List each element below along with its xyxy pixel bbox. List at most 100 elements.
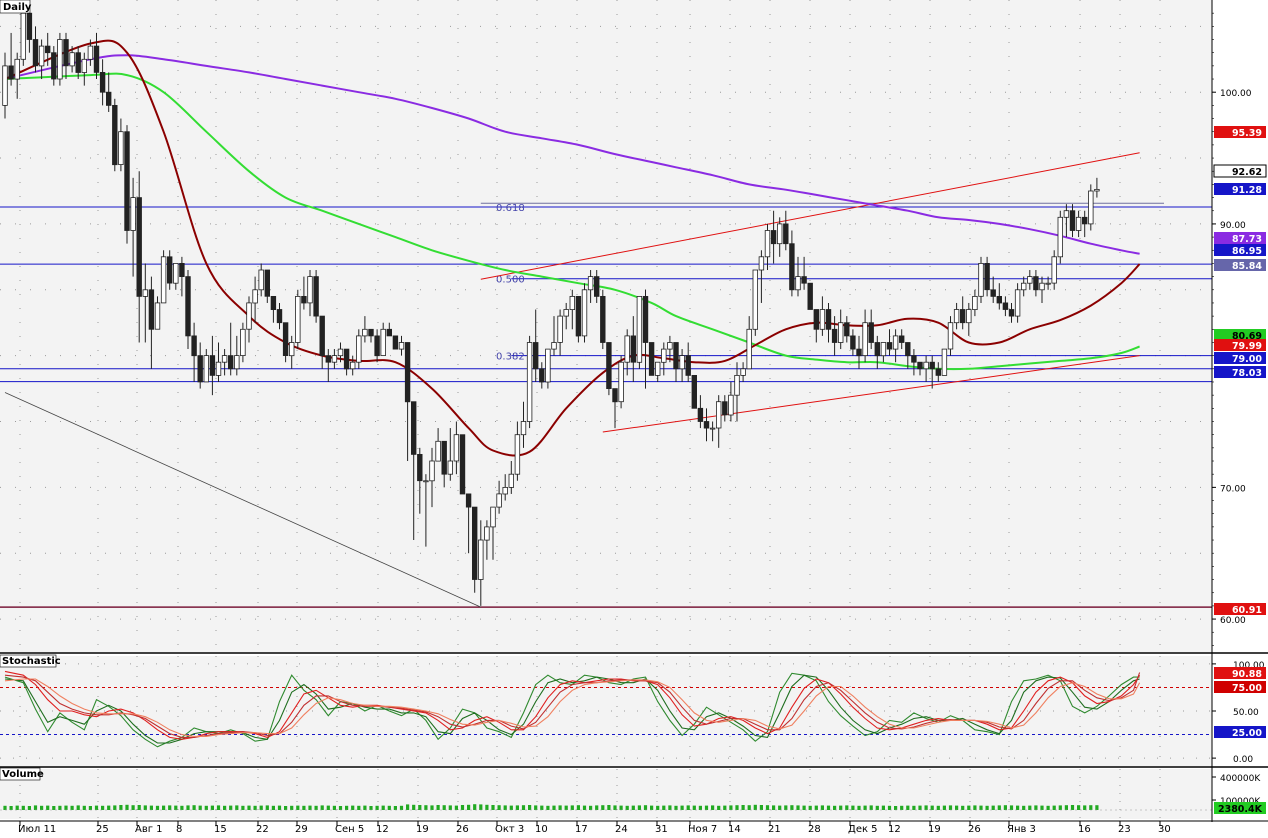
candle-up[interactable] bbox=[563, 309, 569, 317]
candle-up[interactable] bbox=[892, 335, 899, 350]
candle-down[interactable] bbox=[801, 276, 807, 284]
candle-up[interactable] bbox=[356, 335, 362, 363]
candle-up[interactable] bbox=[258, 269, 264, 291]
candle-up[interactable] bbox=[203, 355, 209, 383]
candle-up[interactable] bbox=[1014, 289, 1021, 317]
candle-down[interactable] bbox=[368, 328, 374, 337]
candle-down[interactable] bbox=[825, 309, 832, 330]
candle-down[interactable] bbox=[691, 374, 697, 409]
candle-down[interactable] bbox=[874, 342, 880, 357]
candle-up[interactable] bbox=[1051, 256, 1057, 284]
candle-up[interactable] bbox=[526, 342, 533, 422]
candle-down[interactable] bbox=[807, 282, 813, 310]
candle-down[interactable] bbox=[685, 355, 691, 376]
candle-down[interactable] bbox=[148, 289, 155, 330]
candle-down[interactable] bbox=[856, 348, 862, 357]
candle-down[interactable] bbox=[410, 401, 417, 455]
candle-down[interactable] bbox=[313, 276, 319, 317]
candle-down[interactable] bbox=[1008, 309, 1015, 317]
candle-up[interactable] bbox=[295, 295, 301, 343]
candle-down[interactable] bbox=[392, 335, 399, 350]
candle-down[interactable] bbox=[844, 322, 850, 337]
trendline-channel-upper[interactable] bbox=[480, 152, 1140, 280]
candle-down[interactable] bbox=[935, 368, 941, 376]
candle-down[interactable] bbox=[539, 368, 545, 383]
candle-down[interactable] bbox=[642, 295, 649, 343]
candle-down[interactable] bbox=[63, 39, 69, 67]
candle-up[interactable] bbox=[557, 315, 563, 343]
candle-down[interactable] bbox=[1069, 210, 1076, 231]
candle-up[interactable] bbox=[252, 289, 258, 304]
candle-down[interactable] bbox=[465, 493, 472, 508]
candle-up[interactable] bbox=[746, 328, 752, 370]
candle-down[interactable] bbox=[93, 45, 100, 73]
candle-up[interactable] bbox=[862, 322, 868, 357]
candle-up[interactable] bbox=[819, 309, 826, 330]
candle-up[interactable] bbox=[349, 361, 356, 370]
candle-down[interactable] bbox=[911, 355, 917, 363]
candle-up[interactable] bbox=[288, 342, 295, 357]
candle-up[interactable] bbox=[154, 302, 161, 330]
candle-up[interactable] bbox=[87, 45, 94, 60]
candle-up[interactable] bbox=[795, 276, 801, 291]
candle-down[interactable] bbox=[51, 52, 57, 80]
candle-down[interactable] bbox=[722, 401, 728, 416]
candle-down[interactable] bbox=[612, 388, 618, 403]
candle-down[interactable] bbox=[990, 289, 996, 297]
candle-down[interactable] bbox=[1002, 302, 1009, 310]
candle-down[interactable] bbox=[594, 276, 600, 297]
candle-down[interactable] bbox=[673, 342, 679, 370]
candle-up[interactable] bbox=[581, 289, 588, 337]
candle-up[interactable] bbox=[380, 328, 386, 356]
candle-up[interactable] bbox=[764, 230, 771, 258]
candle-up[interactable] bbox=[740, 368, 746, 376]
candle-up[interactable] bbox=[734, 374, 740, 396]
candle-up[interactable] bbox=[130, 197, 136, 231]
candle-up[interactable] bbox=[966, 309, 972, 324]
candle-up[interactable] bbox=[362, 328, 368, 337]
candle-up[interactable] bbox=[435, 440, 441, 462]
candle-up[interactable] bbox=[978, 262, 984, 297]
candle-up[interactable] bbox=[307, 276, 313, 304]
candle-down[interactable] bbox=[185, 276, 191, 337]
candle-down[interactable] bbox=[770, 230, 777, 245]
candle-down[interactable] bbox=[386, 328, 392, 337]
candle-up[interactable] bbox=[661, 348, 667, 363]
candle-down[interactable] bbox=[417, 453, 423, 482]
candle-up[interactable] bbox=[331, 355, 338, 363]
trendline-downtrend[interactable] bbox=[4, 392, 481, 608]
candle-down[interactable] bbox=[106, 91, 112, 106]
candle-down[interactable] bbox=[917, 361, 923, 370]
candle-down[interactable] bbox=[32, 39, 39, 67]
candle-up[interactable] bbox=[709, 427, 716, 430]
candle-up[interactable] bbox=[1088, 190, 1094, 225]
candle-up[interactable] bbox=[520, 421, 527, 436]
candle-down[interactable] bbox=[343, 348, 350, 370]
candle-up[interactable] bbox=[490, 506, 496, 528]
candle-down[interactable] bbox=[929, 361, 935, 370]
candle-down[interactable] bbox=[459, 434, 466, 495]
candle-up[interactable] bbox=[716, 401, 722, 429]
candle-down[interactable] bbox=[276, 309, 283, 324]
stochastic-panel[interactable] bbox=[0, 656, 1212, 766]
candle-up[interactable] bbox=[20, 12, 26, 60]
candle-up[interactable] bbox=[636, 295, 643, 363]
trendline-channel-lower[interactable] bbox=[602, 355, 1140, 433]
candle-down[interactable] bbox=[575, 295, 582, 337]
candle-down[interactable] bbox=[75, 52, 81, 73]
candle-up[interactable] bbox=[160, 256, 167, 304]
candle-down[interactable] bbox=[8, 65, 14, 80]
stochastic-line-5[interactable] bbox=[4, 678, 1141, 737]
candle-down[interactable] bbox=[441, 440, 447, 475]
candle-up[interactable] bbox=[1027, 276, 1033, 284]
candle-up[interactable] bbox=[423, 480, 429, 483]
candle-down[interactable] bbox=[124, 131, 130, 231]
candle-down[interactable] bbox=[606, 342, 612, 389]
candle-down[interactable] bbox=[789, 243, 795, 291]
candle-up[interactable] bbox=[398, 342, 405, 350]
candle-down[interactable] bbox=[831, 328, 838, 343]
candle-up[interactable] bbox=[447, 460, 453, 475]
candle-up[interactable] bbox=[587, 276, 594, 291]
candle-up[interactable] bbox=[880, 342, 887, 357]
candle-up[interactable] bbox=[2, 65, 8, 106]
